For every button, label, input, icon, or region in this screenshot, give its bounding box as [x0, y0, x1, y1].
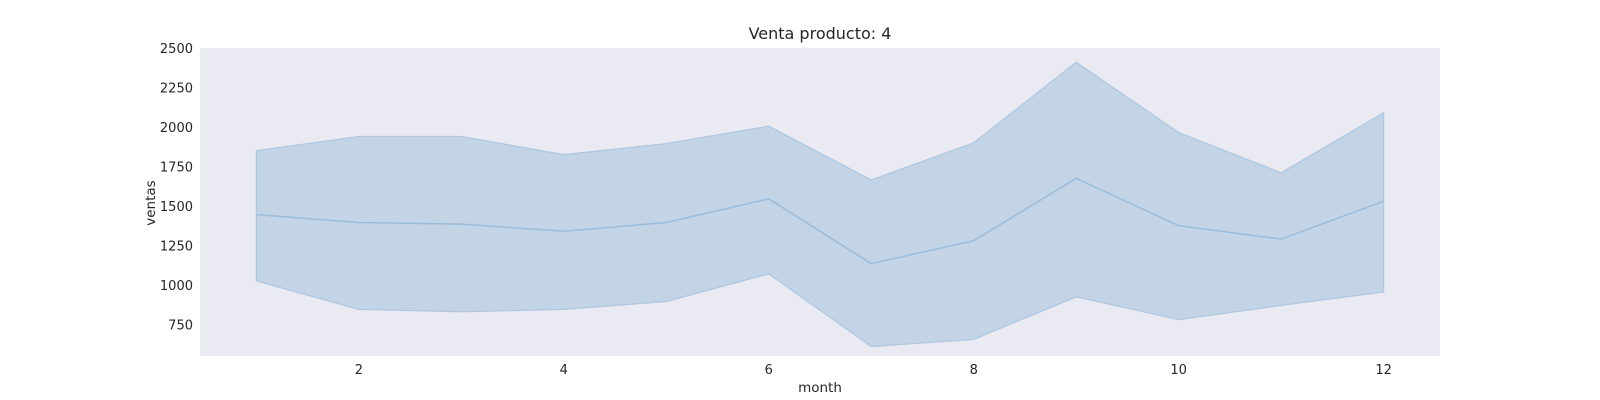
confidence-band-layer: [255, 61, 1385, 348]
data-point: [357, 221, 361, 225]
y-axis-label: ventas: [143, 180, 159, 225]
data-point: [1074, 176, 1078, 180]
x-tick-label: 10: [1170, 363, 1187, 378]
data-point: [1382, 199, 1386, 203]
y-tick-label: 750: [168, 318, 193, 333]
chart-title: Venta producto: 4: [749, 24, 892, 43]
y-tick-label: 1750: [160, 160, 193, 175]
data-point: [664, 221, 668, 225]
y-tick-label: 1000: [160, 279, 193, 294]
y-tick-label: 1250: [160, 239, 193, 254]
data-point: [254, 213, 258, 217]
x-tick-labels: 2 4 6 8 10 12: [355, 363, 1392, 378]
data-point: [1279, 237, 1283, 241]
y-tick-label: 1500: [160, 200, 193, 215]
x-tick-label: 2: [355, 363, 363, 378]
x-tick-label: 8: [970, 363, 978, 378]
x-axis-label: month: [798, 380, 842, 396]
x-tick-label: 4: [560, 363, 568, 378]
y-tick-label: 2250: [160, 81, 193, 96]
data-point: [972, 239, 976, 243]
data-point: [562, 229, 566, 233]
y-tick-label: 2500: [160, 42, 193, 57]
x-tick-label: 12: [1375, 363, 1392, 378]
series-line: [256, 177, 1384, 265]
confidence-band: [255, 61, 1385, 348]
x-tick-label: 6: [765, 363, 773, 378]
data-point: [1177, 224, 1181, 228]
data-point: [869, 262, 873, 266]
y-tick-labels: 750 1000 1250 1500 1750 2000 2250 2500: [160, 42, 193, 333]
y-tick-label: 2000: [160, 121, 193, 136]
series-line-layer: [254, 176, 1386, 266]
data-point: [459, 222, 463, 226]
data-point: [767, 197, 771, 201]
